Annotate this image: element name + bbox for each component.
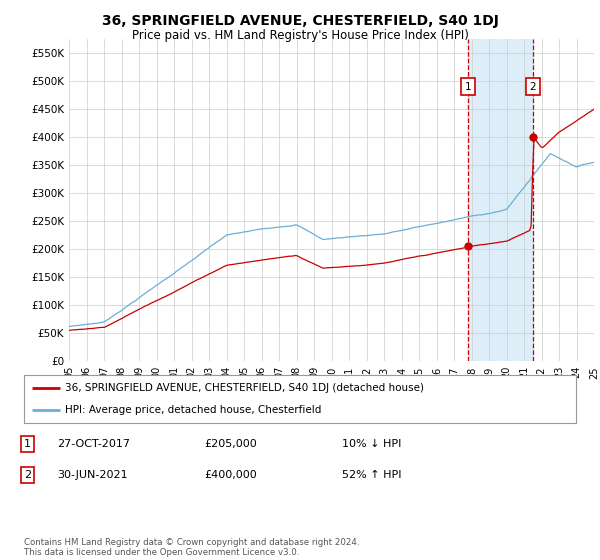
- Text: £400,000: £400,000: [204, 470, 257, 480]
- Text: HPI: Average price, detached house, Chesterfield: HPI: Average price, detached house, Ches…: [65, 405, 322, 415]
- Text: 36, SPRINGFIELD AVENUE, CHESTERFIELD, S40 1DJ: 36, SPRINGFIELD AVENUE, CHESTERFIELD, S4…: [101, 14, 499, 28]
- Text: 27-OCT-2017: 27-OCT-2017: [57, 439, 130, 449]
- Text: Price paid vs. HM Land Registry's House Price Index (HPI): Price paid vs. HM Land Registry's House …: [131, 29, 469, 42]
- Text: 1: 1: [465, 82, 472, 92]
- Text: Contains HM Land Registry data © Crown copyright and database right 2024.
This d: Contains HM Land Registry data © Crown c…: [24, 538, 359, 557]
- Text: 10% ↓ HPI: 10% ↓ HPI: [342, 439, 401, 449]
- Text: 30-JUN-2021: 30-JUN-2021: [57, 470, 128, 480]
- Text: 1: 1: [24, 439, 31, 449]
- Text: 52% ↑ HPI: 52% ↑ HPI: [342, 470, 401, 480]
- Text: 2: 2: [529, 82, 536, 92]
- Text: 36, SPRINGFIELD AVENUE, CHESTERFIELD, S40 1DJ (detached house): 36, SPRINGFIELD AVENUE, CHESTERFIELD, S4…: [65, 383, 424, 393]
- Bar: [469, 39, 533, 361]
- Text: 2: 2: [24, 470, 31, 480]
- Text: £205,000: £205,000: [204, 439, 257, 449]
